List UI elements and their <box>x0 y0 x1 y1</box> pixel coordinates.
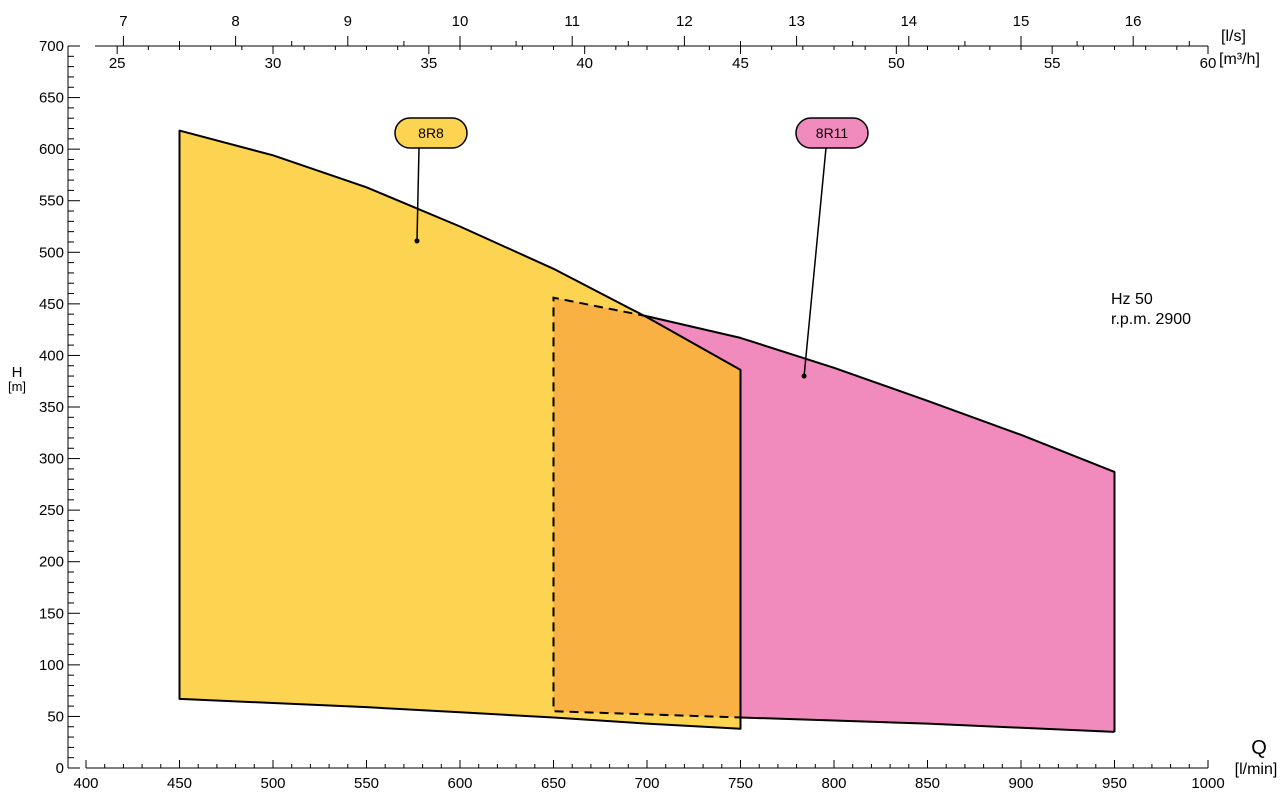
m3h-tick-label: 45 <box>732 55 749 72</box>
y-tick-label: 150 <box>39 605 64 622</box>
y-axis-unit: [m] <box>8 379 26 394</box>
series-lower-8r11 <box>740 716 1115 733</box>
y-tick-label: 600 <box>39 141 64 158</box>
x-tick-label: 800 <box>821 775 846 792</box>
m3h-tick-label: 30 <box>265 55 282 72</box>
x-tick-label: 650 <box>541 775 566 792</box>
x-axis-title: Q <box>1251 737 1267 759</box>
series-tag-label: 8R8 <box>418 125 444 141</box>
y-tick-label: 350 <box>39 399 64 416</box>
tag-anchor-dot <box>801 373 807 379</box>
m3h-tick-label: 35 <box>420 55 437 72</box>
y-tick-label: 300 <box>39 451 64 468</box>
y-tick-label: 650 <box>39 90 64 107</box>
y-tick-label: 50 <box>47 708 64 725</box>
x-axis-unit: [l/min] <box>1235 761 1278 778</box>
y-tick-label: 450 <box>39 296 64 313</box>
series-hidden-outline-8r11 <box>552 296 741 719</box>
ls-tick-label: 10 <box>452 13 469 30</box>
y-tick-label: 100 <box>39 657 64 674</box>
x-tick-label: 750 <box>728 775 753 792</box>
overlap-area <box>553 297 741 718</box>
series-tag-label: 8R11 <box>816 125 849 141</box>
tag-leader-line <box>803 147 827 377</box>
series-tag-8r8 <box>394 117 468 149</box>
area-layer <box>178 129 1116 733</box>
info-line-rpm: r.p.m. 2900 <box>1111 311 1191 328</box>
x-tick-label: 950 <box>1102 775 1127 792</box>
ls-tick-label: 12 <box>676 13 693 30</box>
y-axis-title: H <box>12 364 23 381</box>
ls-tick-label: 7 <box>119 13 127 30</box>
y-tick-label: 500 <box>39 244 64 261</box>
y-tick-label: 550 <box>39 193 64 210</box>
x-tick-label: 600 <box>447 775 472 792</box>
y-tick-label: 400 <box>39 347 64 364</box>
tag-leader-line <box>416 147 420 241</box>
m3h-tick-label: 25 <box>109 55 126 72</box>
m3h-axis-unit: [m³/h] <box>1219 51 1260 68</box>
y-tick-label: 700 <box>39 38 64 55</box>
ls-tick-label: 15 <box>1013 13 1030 30</box>
series-tag-8r11 <box>795 117 869 149</box>
ls-tick-label: 16 <box>1125 13 1142 30</box>
m3h-tick-label: 60 <box>1200 55 1217 72</box>
ls-tick-label: 11 <box>564 13 580 30</box>
x-tick-label: 850 <box>915 775 940 792</box>
y-tick-label: 250 <box>39 502 64 519</box>
axes-layer: 400 450 500 550 600 650 700 750 800 850 900 950 1000… <box>39 13 1225 792</box>
m3h-tick-label: 50 <box>888 55 905 72</box>
m3h-tick-label: 40 <box>576 55 593 72</box>
y-tick-label: 200 <box>39 554 64 571</box>
tag-anchor-dot <box>414 238 420 244</box>
m3h-tick-label: 55 <box>1044 55 1061 72</box>
ls-tick-label: 13 <box>788 13 805 30</box>
ls-tick-label: 9 <box>344 13 352 30</box>
series-outline-8r8 <box>178 129 742 730</box>
ls-tick-label: 14 <box>900 13 917 30</box>
x-tick-label: 400 <box>73 775 98 792</box>
series-outline-8r11 <box>646 315 1116 732</box>
x-tick-label: 550 <box>354 775 379 792</box>
ls-axis-unit: [l/s] <box>1221 28 1246 45</box>
series-tags: 8R8 8R11 <box>394 117 869 379</box>
x-tick-label: 500 <box>260 775 285 792</box>
x-tick-label: 900 <box>1008 775 1033 792</box>
info-line-hz: Hz 50 <box>1111 291 1153 308</box>
x-tick-label: 450 <box>167 775 192 792</box>
ls-tick-label: 8 <box>231 13 239 30</box>
y-tick-label: 0 <box>56 760 64 777</box>
x-tick-label: 1000 <box>1191 775 1224 792</box>
x-tick-label: 700 <box>634 775 659 792</box>
